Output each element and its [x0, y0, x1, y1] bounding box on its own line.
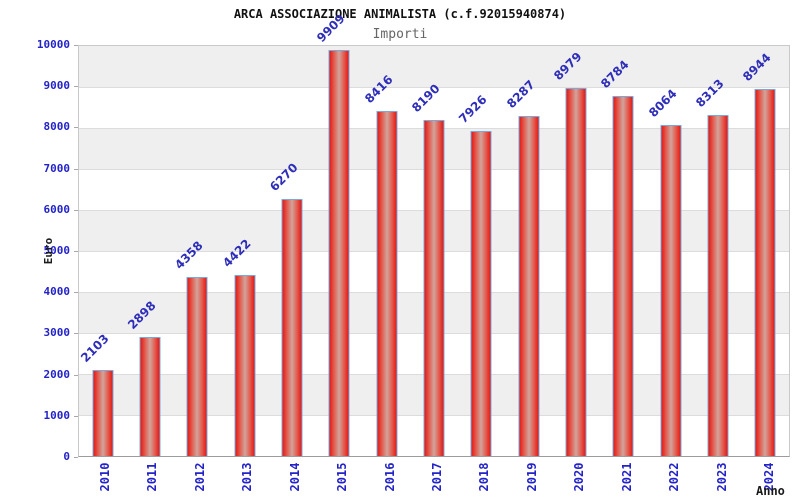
y-tick-label: 3000 [43, 326, 71, 340]
bar-slot: 4358 [172, 46, 221, 456]
bar-2024 [754, 89, 776, 456]
bar-2014 [281, 198, 303, 456]
bar-value-label: 8784 [598, 57, 632, 91]
bar-value-label: 6270 [267, 160, 301, 194]
bar-slot: 2898 [125, 46, 173, 456]
bar-slot: 8784 [598, 46, 647, 456]
x-tick-label: 2023 [714, 462, 729, 492]
y-tick-mark [74, 374, 78, 376]
bar-slot: 8190 [409, 46, 457, 456]
bar-2013 [234, 274, 256, 456]
chart-title: ARCA ASSOCIAZIONE ANIMALISTA (c.f.920159… [233, 7, 567, 21]
bar-value-label: 2103 [77, 331, 112, 365]
bar-2019 [518, 116, 540, 456]
bar-slot: 8979 [551, 46, 599, 456]
x-tick-label: 2020 [572, 462, 587, 492]
x-tick-label: 2016 [382, 462, 397, 492]
bar-2020 [565, 87, 587, 456]
bar-value-label: 8190 [409, 81, 443, 116]
y-tick-mark [74, 457, 78, 458]
bar-2016 [376, 110, 398, 456]
bar-value-label: 8979 [551, 49, 585, 83]
bar-slot: 8287 [503, 46, 552, 456]
y-tick-label: 4000 [43, 285, 71, 299]
x-tick-label: 2011 [145, 462, 160, 492]
bar-value-label: 8416 [361, 72, 396, 106]
y-tick-mark [74, 251, 78, 252]
bar-slot: 8416 [361, 46, 410, 456]
gridline [79, 87, 789, 88]
bar-2012 [186, 277, 208, 456]
bar-2010 [92, 369, 114, 456]
y-tick-mark [74, 292, 78, 294]
y-tick-label: 0 [63, 450, 70, 463]
legend-label: Importi [372, 27, 428, 42]
bar-slot: 8064 [645, 46, 694, 456]
y-tick-mark [74, 45, 78, 46]
bar-slot: 6270 [267, 46, 315, 456]
y-tick-mark [74, 415, 78, 417]
x-tick-label: 2014 [287, 462, 302, 492]
bar-value-label: 4358 [172, 238, 206, 273]
x-tick-label: 2021 [619, 462, 634, 492]
x-tick-label: 2012 [192, 462, 207, 492]
plot-area: 2103 2898 4358 4422 6270 9909 8416 8190 7926 8287… [77, 11, 790, 457]
y-tick-label: 6000 [43, 202, 71, 216]
y-tick-label: 9000 [43, 79, 71, 93]
y-tick-mark [74, 127, 78, 129]
y-tick-label: 1000 [43, 408, 71, 422]
x-tick-label: 2022 [667, 462, 682, 492]
x-tick-label: 2015 [335, 462, 350, 492]
bar-2018 [470, 131, 492, 456]
x-axis-title: Anno [756, 484, 785, 498]
bar-value-label: 7926 [456, 92, 490, 127]
y-tick-label: 2000 [43, 367, 71, 381]
y-tick-mark [74, 333, 78, 335]
bar-slot: 2103 [77, 46, 126, 456]
x-tick-label: 2010 [97, 462, 112, 492]
bar-value-label: 8944 [740, 50, 774, 85]
x-tick-label: 2018 [477, 462, 492, 492]
y-axis-title: Euro [42, 237, 55, 265]
y-tick-mark [74, 86, 78, 88]
bar-2022 [660, 125, 682, 456]
bar-2021 [612, 95, 634, 456]
y-tick-label: 7000 [43, 161, 71, 175]
bar-slot: 8313 [693, 46, 741, 456]
bar-slot: 4422 [219, 46, 268, 456]
bar-2017 [423, 120, 445, 456]
bar-slot: 8944 [740, 46, 789, 456]
y-tick-label: 5000 [43, 244, 71, 257]
bar-2015 [328, 49, 350, 456]
bar-2011 [139, 337, 161, 456]
bar-value-label: 4422 [219, 236, 254, 270]
x-tick-label: 2013 [240, 462, 255, 492]
bar-slot: 7926 [456, 46, 505, 456]
bar-2023 [707, 115, 729, 456]
y-tick-label: 10000 [36, 38, 70, 51]
bar-slot: 9909 [314, 11, 363, 456]
bar-value-label: 2898 [125, 298, 159, 333]
x-tick-label: 2019 [524, 462, 539, 492]
bar-value-label: 8313 [693, 76, 727, 111]
bar-value-label: 8064 [645, 86, 680, 121]
y-tick-mark [74, 168, 78, 170]
x-tick-label: 2017 [430, 462, 444, 492]
y-tick-label: 8000 [43, 120, 71, 134]
y-tick-mark [74, 209, 78, 211]
bar-value-label: 8287 [503, 77, 538, 112]
